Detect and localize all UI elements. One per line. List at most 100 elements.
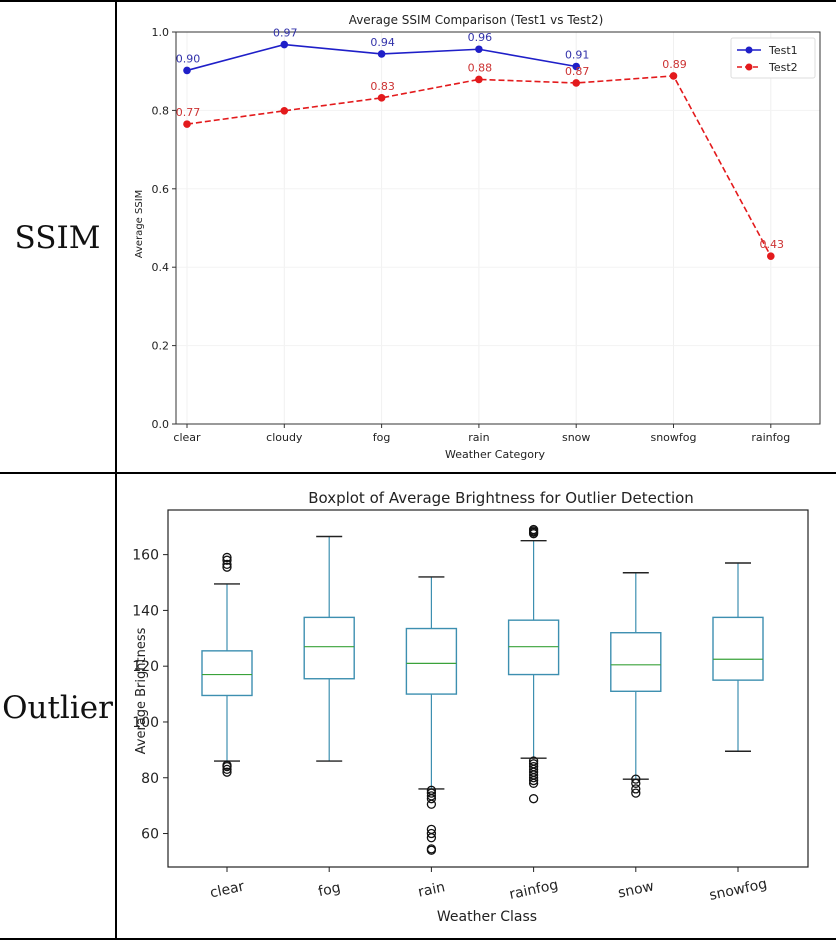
ssim-y-tick-label: 0.2 [152,340,170,353]
box-outlier-point [528,794,539,804]
box-outlier-point [528,761,539,772]
ssim-y-tick-label: 1.0 [152,26,170,39]
ssim-x-tick-label: cloudy [266,431,303,444]
box-outlier-point [426,844,437,854]
legend-marker-test2 [745,63,753,71]
box-iqr [405,627,458,695]
legend-label-test1: Test1 [768,44,798,57]
ssim-point-test2 [377,94,386,102]
ssim-data-label: 0.77 [176,106,201,119]
ssim-point-test2 [767,252,775,261]
box-x-axis-label: Weather Class [437,909,537,925]
box-y-tick-label: 160 [132,548,159,564]
ssim-y-tick-label: 0.0 [152,418,170,431]
ssim-point-test1 [377,50,386,58]
table-row-divider [0,472,836,474]
box-outlier-point [222,555,232,565]
ssim-data-label: 0.87 [565,65,590,78]
ssim-x-tick-label: fog [373,431,391,444]
ssim-data-label: 0.96 [468,31,493,44]
box-outlier-point [426,788,437,798]
ssim-x-tick-label: rain [468,431,489,444]
box-x-tick-label: clear [209,879,246,902]
ssim-data-label: 0.90 [176,52,201,65]
table-bottom-border [0,938,836,940]
ssim-chart-title: Average SSIM Comparison (Test1 vs Test2) [349,13,604,27]
box-outlier-point [631,784,641,794]
box-outlier-point [528,524,539,535]
box-outlier-point [426,828,437,839]
box-outlier-point [222,767,232,777]
box-group-snowfog [712,562,764,752]
box-y-tick-label: 60 [141,827,159,843]
ssim-point-test2 [669,72,678,80]
box-outlier-point [222,562,232,572]
box-x-tick-label: snowfog [708,876,769,904]
ssim-point-test2 [475,75,483,84]
box-iqr [201,650,253,697]
box-outlier-point [528,756,539,766]
box-x-tick-label: fog [317,880,342,900]
box-group-rain [405,576,458,855]
box-y-tick-label: 140 [132,603,159,619]
ssim-data-label: 0.43 [760,238,785,251]
ssim-x-tick-label: snow [562,431,590,444]
box-outlier-point [426,785,437,795]
ssim-line-chart: Average SSIM Comparison (Test1 vs Test2)… [134,13,821,461]
ssim-data-label: 0.94 [370,36,395,49]
ssim-data-label: 0.91 [565,48,590,61]
ssim-legend: Test1 Test2 [730,37,816,79]
box-group-rainfog [507,524,560,804]
box-outlier-point [631,774,641,784]
legend-marker-test1 [745,46,753,54]
box-outlier-point [222,760,232,770]
box-outlier-point [222,559,232,570]
ssim-plot-area: 0.0 0.2 0.4 0.6 0.8 1.0 clear cloudy fog rain snow… [152,26,821,444]
box-y-tick-label: 80 [141,771,159,787]
box-y-tick-label: 100 [132,715,159,731]
box-outlier-point [528,759,539,769]
ssim-point-test2 [572,79,580,87]
box-plot-area: 60 80 100 120 140 160 clear fog rain rainfog snow s… [132,509,809,904]
box-x-tick-label: rainfog [508,877,560,903]
box-plot-frame [167,509,809,868]
ssim-point-test1 [475,45,483,54]
row-label-outlier: Outlier [2,690,113,726]
box-group-fog [303,535,355,762]
ssim-y-axis-label: Average SSIM [134,190,145,259]
ssim-data-label: 0.97 [273,27,298,40]
box-iqr [610,632,662,692]
box-outlier-point [426,824,437,834]
ssim-point-test2 [280,106,289,115]
ssim-point-test1 [572,62,580,71]
box-iqr [507,619,560,676]
box-group-clear [201,552,253,777]
ssim-y-tick-label: 0.8 [152,104,170,117]
ssim-point-test2 [183,120,191,128]
box-x-tick-label: rain [417,879,447,900]
box-y-axis-label: Average Brightness [134,627,149,754]
box-group-snow [610,572,662,798]
ssim-y-tick-label: 0.4 [152,261,170,274]
box-outlier-point [222,764,232,775]
ssim-point-test1 [183,66,191,75]
box-chart-title: Boxplot of Average Brightness for Outlie… [308,489,694,507]
table-top-border [0,0,836,2]
box-x-tick-label: snow [617,878,656,901]
row-label-ssim: SSIM [14,220,101,256]
box-outlier-point [426,791,437,801]
ssim-x-axis-label: Weather Category [445,448,546,461]
ssim-x-tick-label: clear [173,431,201,444]
ssim-data-label: 0.83 [370,80,395,93]
ssim-point-test1 [280,40,289,49]
box-iqr [712,616,764,681]
box-y-tick-label: 120 [132,659,159,675]
ssim-plot-frame [175,31,821,425]
ssim-data-label: 0.89 [662,58,687,71]
brightness-boxplot: Boxplot of Average Brightness for Outlie… [132,489,809,925]
legend-label-test2: Test2 [768,61,798,74]
box-outlier-point [631,778,641,788]
ssim-data-label: 0.88 [468,61,493,74]
box-outlier-point [631,788,641,798]
